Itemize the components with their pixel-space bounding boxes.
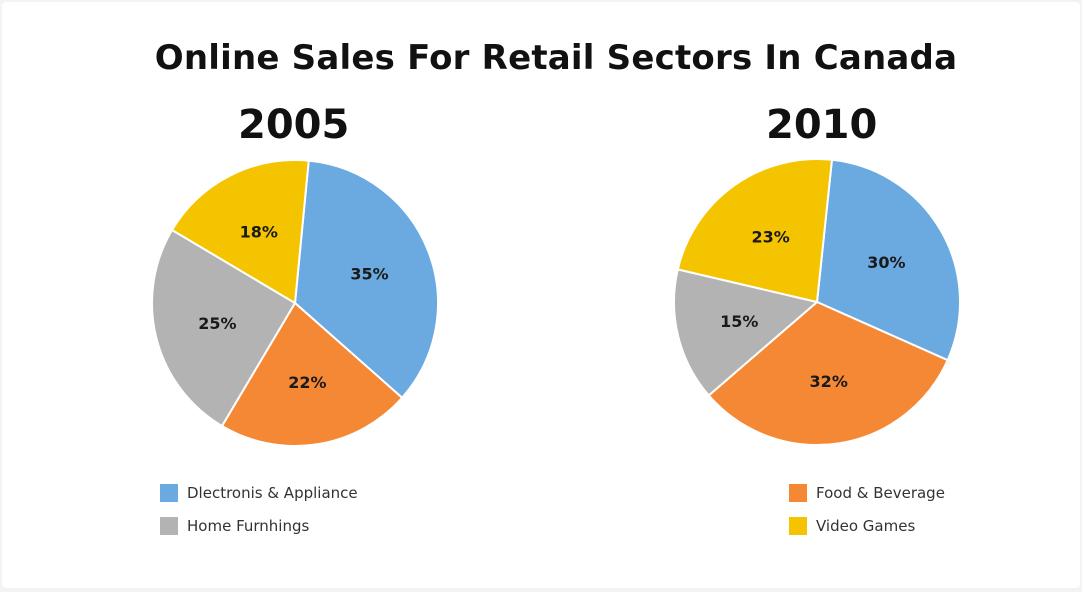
pie-2005-slice-dlectronis-appliance: [293, 159, 439, 400]
pie-2005-slice-food-beverage: [220, 301, 404, 447]
legend-swatch-electronics: [160, 484, 178, 502]
legend-label-food: Food & Beverage: [816, 484, 945, 502]
pie-2010-title: 2010: [766, 102, 878, 148]
pie-2005-label-food-beverage: 22%: [288, 373, 326, 392]
pie-2010-slice-video-games: [676, 158, 834, 304]
legend-label-electronics: Dlectronis & Appliance: [187, 484, 358, 502]
legend-item-electronics: Dlectronis & Appliance: [160, 483, 358, 503]
pie-2010-slice-dlectronis-appliance: [815, 158, 961, 362]
pie-2005-label-dlectronis-appliance: 35%: [350, 265, 388, 284]
pie-2010-label-video-games: 23%: [751, 228, 789, 247]
pie-2005-title: 2005: [238, 102, 350, 148]
legend-swatch-games: [789, 517, 807, 535]
legend-item-food: Food & Beverage: [789, 483, 945, 503]
pie-2010-label-dlectronis-appliance: 30%: [867, 253, 905, 272]
chart-title: Online Sales For Retail Sectors In Canad…: [154, 38, 958, 78]
legend-label-home: Home Furnhings: [187, 517, 310, 535]
pie-2010-slice-home-furnhings: [673, 268, 820, 397]
pie-2010-slice-food-beverage: [707, 300, 949, 446]
pie-2010-label-food-beverage: 32%: [810, 372, 848, 391]
pie-2005-label-video-games: 18%: [240, 223, 278, 242]
legend-item-home: Home Furnhings: [160, 516, 309, 536]
pie-2005-slice-video-games: [170, 159, 310, 305]
legend-label-games: Video Games: [816, 517, 916, 535]
pie-2005-label-home-furnhings: 25%: [198, 314, 236, 333]
pie-2005-slice-home-furnhings: [151, 228, 297, 428]
legend-item-games: Video Games: [789, 516, 915, 536]
legend-swatch-food: [789, 484, 807, 502]
pie-2010-label-home-furnhings: 15%: [720, 312, 758, 331]
legend-swatch-home: [160, 517, 178, 535]
